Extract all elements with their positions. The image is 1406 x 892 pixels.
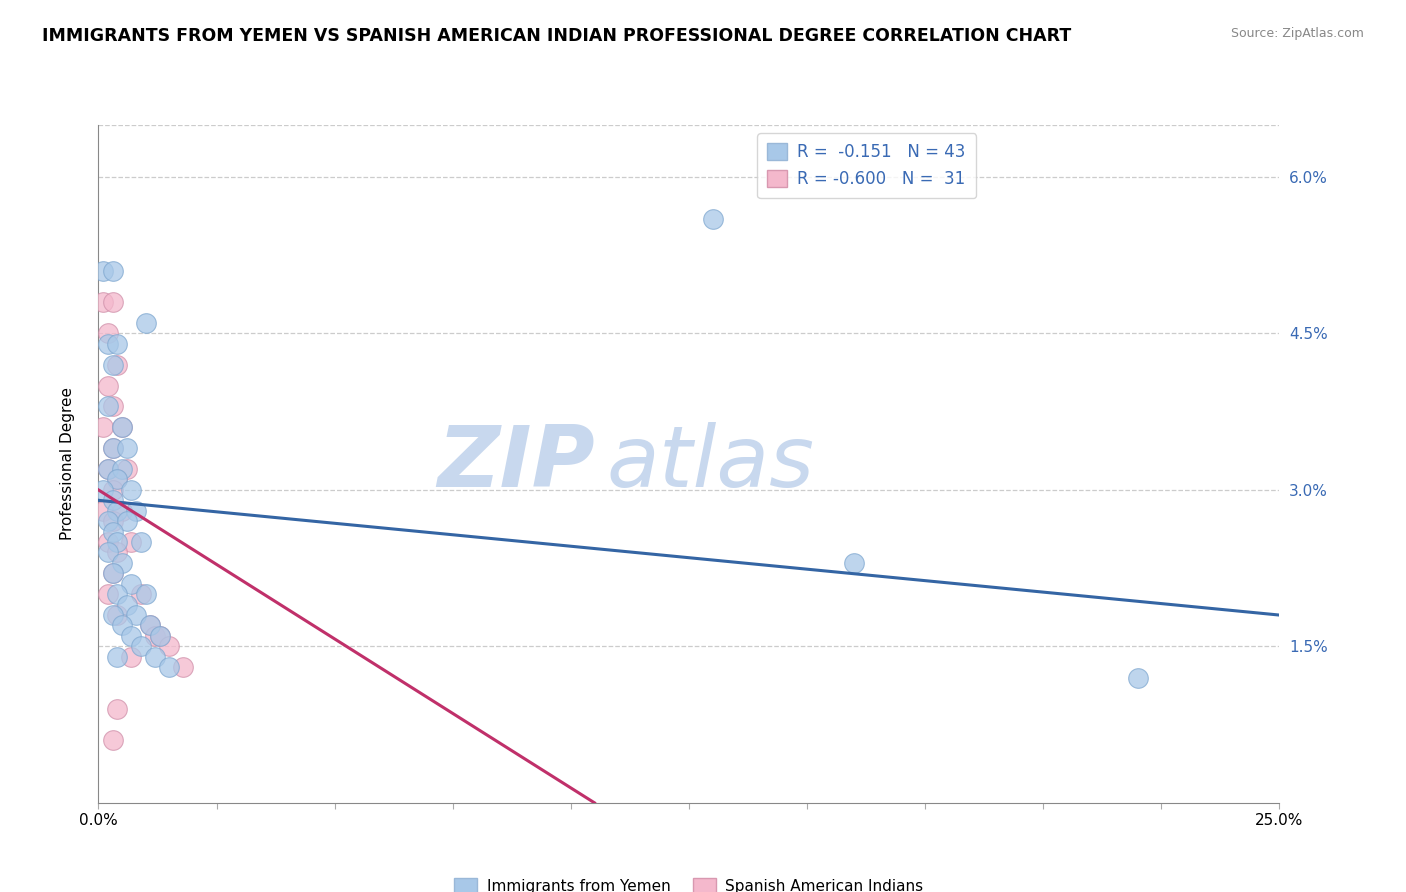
Point	[101, 733, 124, 747]
Point	[111, 462, 134, 476]
Point	[105, 649, 128, 664]
Point	[105, 587, 128, 601]
Point	[121, 649, 143, 664]
Point	[139, 618, 162, 632]
Point	[129, 587, 152, 601]
Point	[97, 587, 120, 601]
Point	[111, 618, 134, 632]
Text: Source: ZipAtlas.com: Source: ZipAtlas.com	[1230, 27, 1364, 40]
Point	[105, 608, 128, 623]
Point	[97, 545, 120, 559]
Legend: Immigrants from Yemen, Spanish American Indians: Immigrants from Yemen, Spanish American …	[449, 871, 929, 892]
Point	[101, 295, 124, 310]
Point	[97, 400, 120, 414]
Point	[702, 211, 724, 226]
Point	[105, 545, 128, 559]
Point	[105, 473, 128, 487]
Point	[97, 462, 120, 476]
Point	[115, 441, 138, 455]
Y-axis label: Professional Degree: Professional Degree	[60, 387, 75, 541]
Point	[172, 660, 194, 674]
Point	[91, 420, 114, 434]
Point	[97, 326, 120, 341]
Point	[149, 629, 172, 643]
Point	[129, 535, 152, 549]
Point	[101, 358, 124, 372]
Point	[115, 462, 138, 476]
Point	[125, 504, 148, 518]
Point	[91, 504, 114, 518]
Point	[91, 483, 114, 497]
Point	[111, 420, 134, 434]
Point	[105, 337, 128, 351]
Point	[135, 316, 157, 330]
Point	[105, 358, 128, 372]
Point	[97, 378, 120, 392]
Point	[97, 514, 120, 528]
Point	[101, 514, 124, 528]
Point	[97, 462, 120, 476]
Point	[105, 535, 128, 549]
Point	[111, 556, 134, 570]
Text: atlas: atlas	[606, 422, 814, 506]
Point	[101, 483, 124, 497]
Point	[115, 514, 138, 528]
Point	[101, 493, 124, 508]
Point	[844, 556, 866, 570]
Point	[129, 640, 152, 654]
Point	[101, 441, 124, 455]
Point	[97, 535, 120, 549]
Point	[115, 598, 138, 612]
Point	[111, 420, 134, 434]
Point	[143, 649, 166, 664]
Point	[1126, 671, 1149, 685]
Point	[143, 629, 166, 643]
Text: ZIP: ZIP	[437, 422, 595, 506]
Point	[101, 608, 124, 623]
Text: IMMIGRANTS FROM YEMEN VS SPANISH AMERICAN INDIAN PROFESSIONAL DEGREE CORRELATION: IMMIGRANTS FROM YEMEN VS SPANISH AMERICA…	[42, 27, 1071, 45]
Point	[101, 264, 124, 278]
Point	[105, 473, 128, 487]
Point	[121, 576, 143, 591]
Point	[91, 264, 114, 278]
Point	[121, 629, 143, 643]
Point	[105, 702, 128, 716]
Point	[139, 618, 162, 632]
Point	[121, 535, 143, 549]
Point	[149, 629, 172, 643]
Point	[97, 337, 120, 351]
Point	[121, 483, 143, 497]
Point	[111, 504, 134, 518]
Point	[91, 295, 114, 310]
Point	[157, 640, 180, 654]
Point	[105, 504, 128, 518]
Point	[125, 608, 148, 623]
Point	[157, 660, 180, 674]
Point	[101, 400, 124, 414]
Point	[135, 587, 157, 601]
Point	[101, 524, 124, 539]
Point	[101, 566, 124, 581]
Point	[101, 441, 124, 455]
Point	[101, 566, 124, 581]
